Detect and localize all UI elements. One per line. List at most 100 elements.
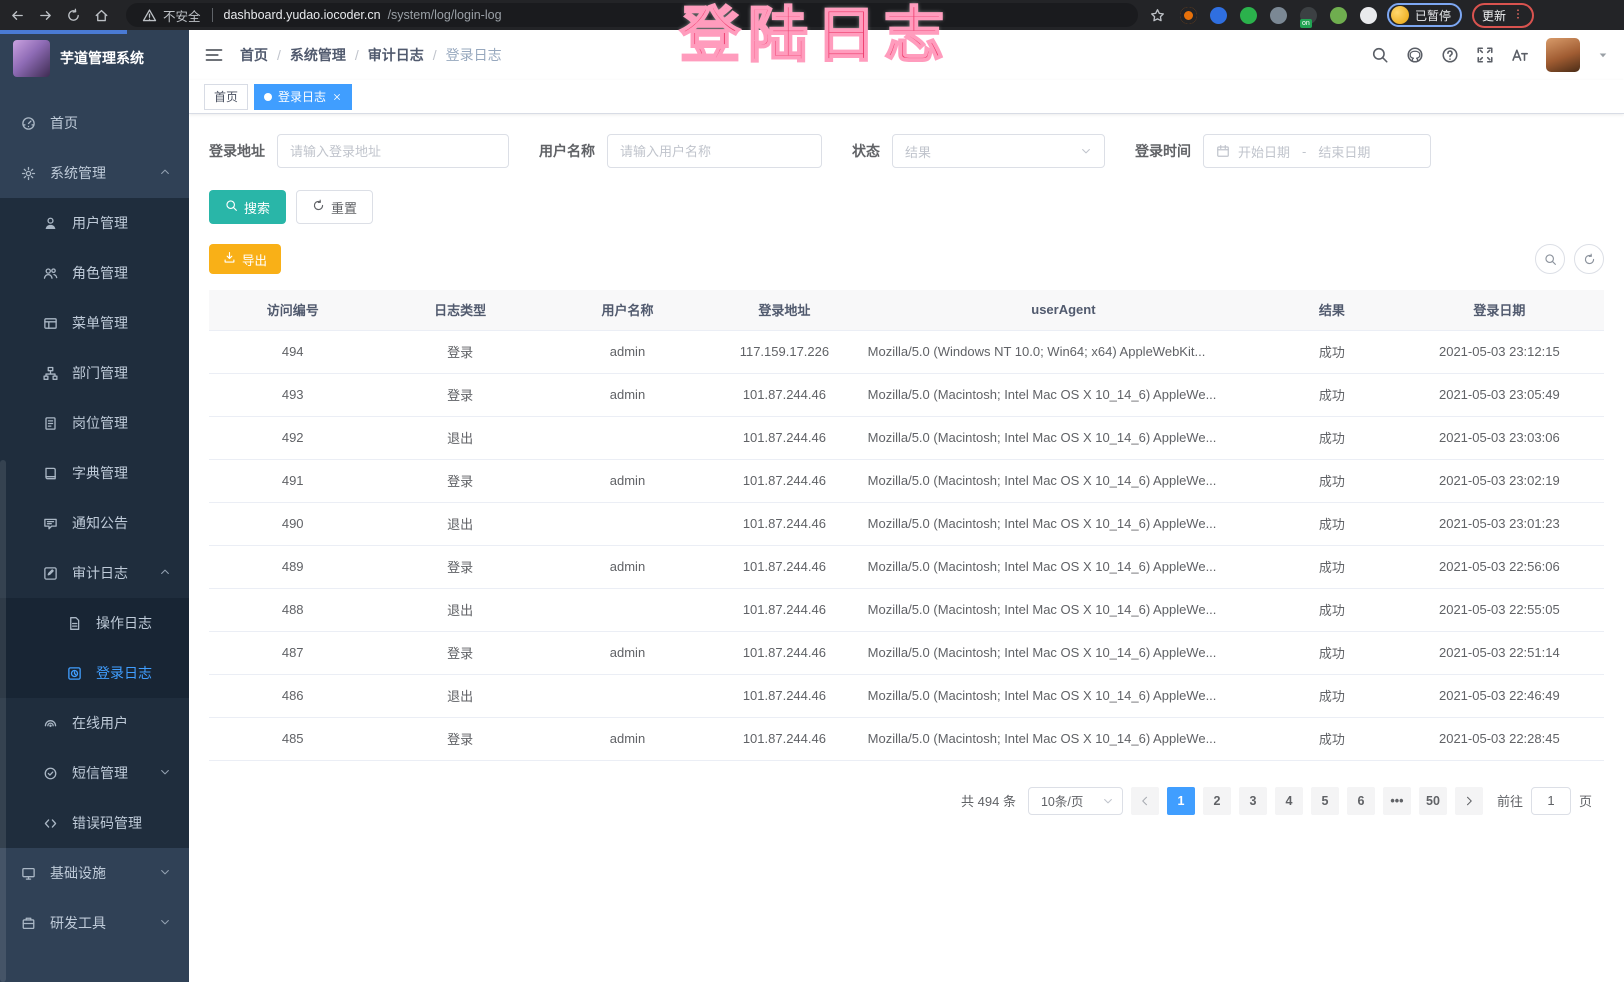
cell-登录日期: 2021-05-03 22:55:05: [1394, 588, 1604, 632]
cell-访问编号: 488: [209, 588, 377, 632]
browser-profile-pill[interactable]: 已暂停: [1387, 3, 1463, 27]
sidebar-item-部门管理[interactable]: 部门管理: [0, 348, 189, 398]
cell-访问编号: 493: [209, 373, 377, 417]
cell-userAgent: Mozilla/5.0 (Macintosh; Intel Mac OS X 1…: [857, 416, 1270, 460]
prev-page-button[interactable]: [1130, 786, 1159, 815]
sidebar-item-审计日志[interactable]: 审计日志: [0, 548, 189, 598]
site-security-label[interactable]: 不安全: [140, 6, 201, 25]
pager-ellipsis[interactable]: •••: [1382, 786, 1411, 815]
username-input[interactable]: [607, 134, 822, 168]
avatar-caret-icon[interactable]: [1597, 49, 1609, 61]
cell-日志类型: 登录: [376, 717, 544, 761]
gear-icon: [20, 166, 36, 181]
page-button-3[interactable]: 3: [1238, 786, 1267, 815]
browser-forward-button[interactable]: [36, 6, 54, 24]
github-icon[interactable]: [1406, 46, 1424, 64]
extension-grid-icon[interactable]: [1270, 6, 1287, 24]
extension-orange-ring-icon[interactable]: [1180, 6, 1197, 24]
login-address-input[interactable]: [277, 134, 509, 168]
sidebar-item-字典管理[interactable]: 字典管理: [0, 448, 189, 498]
page-button-4[interactable]: 4: [1274, 786, 1303, 815]
cell-访问编号: 492: [209, 416, 377, 460]
export-button[interactable]: 导出: [209, 244, 282, 274]
reset-button[interactable]: 重置: [296, 190, 374, 224]
sidebar-item-label: 系统管理: [50, 165, 106, 181]
sidebar-item-操作日志[interactable]: 操作日志: [0, 598, 189, 648]
breadcrumb-item-首页[interactable]: 首页: [240, 47, 268, 63]
sidebar-item-label: 研发工具: [50, 915, 106, 931]
status-select[interactable]: 结果: [892, 134, 1105, 168]
cell-结果: 成功: [1269, 631, 1395, 675]
sidebar-item-用户管理[interactable]: 用户管理: [0, 198, 189, 248]
refresh-table-button[interactable]: [1574, 244, 1604, 274]
cell-登录地址: 101.87.244.46: [711, 502, 858, 546]
sidebar-item-首页[interactable]: 首页: [0, 98, 189, 148]
header-search-icon[interactable]: [1371, 46, 1389, 64]
search-button[interactable]: 搜索: [209, 190, 287, 224]
login-time-range-picker[interactable]: 开始日期 - 结束日期: [1203, 134, 1431, 168]
cell-访问编号: 486: [209, 674, 377, 718]
page-size-select[interactable]: 10条/页: [1027, 786, 1123, 815]
sidebar-item-角色管理[interactable]: 角色管理: [0, 248, 189, 298]
extension-puzzle-icon[interactable]: [1360, 6, 1377, 24]
chevron-down-icon: [1102, 795, 1114, 807]
extension-green-circle-icon[interactable]: [1240, 6, 1257, 24]
sidebar-item-登录日志[interactable]: 登录日志: [0, 648, 189, 698]
next-page-button[interactable]: [1454, 786, 1483, 815]
cell-userAgent: Mozilla/5.0 (Macintosh; Intel Mac OS X 1…: [857, 502, 1270, 546]
chevron-down-icon: [159, 765, 171, 781]
cell-登录日期: 2021-05-03 22:28:45: [1394, 717, 1604, 761]
font-size-icon[interactable]: [1511, 46, 1529, 64]
address-bar[interactable]: 不安全 dashboard.yudao.iocoder.cn/system/lo…: [126, 3, 1138, 27]
sidebar-item-label: 菜单管理: [72, 315, 128, 331]
sidebar-item-岗位管理[interactable]: 岗位管理: [0, 398, 189, 448]
goto-page-input[interactable]: [1530, 786, 1571, 815]
sidebar-item-系统管理[interactable]: 系统管理: [0, 148, 189, 198]
dashboard-icon: [20, 116, 36, 131]
page-button-2[interactable]: 2: [1202, 786, 1231, 815]
tag-首页[interactable]: 首页: [204, 83, 249, 110]
page-button-6[interactable]: 6: [1346, 786, 1375, 815]
page-button-1[interactable]: 1: [1166, 786, 1195, 815]
sidebar-logo-row[interactable]: 芋道管理系统: [0, 30, 189, 86]
extension-blue-gem-icon[interactable]: [1210, 6, 1227, 24]
sidebar-item-错误码管理[interactable]: 错误码管理: [0, 798, 189, 848]
sidebar-item-在线用户[interactable]: 在线用户: [0, 698, 189, 748]
browser-menu-icon[interactable]: [1512, 8, 1524, 23]
sidebar-item-研发工具[interactable]: 研发工具: [0, 898, 189, 948]
sidebar-item-菜单管理[interactable]: 菜单管理: [0, 298, 189, 348]
user-avatar[interactable]: [1546, 38, 1580, 72]
toggle-search-button[interactable]: [1535, 244, 1565, 274]
page-button-50[interactable]: 50: [1418, 786, 1447, 815]
browser-back-button[interactable]: [8, 6, 26, 24]
fullscreen-icon[interactable]: [1476, 46, 1494, 64]
cell-登录地址: 101.87.244.46: [711, 631, 858, 675]
cell-访问编号: 490: [209, 502, 377, 546]
cell-日志类型: 登录: [376, 373, 544, 417]
extension-list-icon[interactable]: on: [1300, 6, 1317, 28]
page-button-5[interactable]: 5: [1310, 786, 1339, 815]
login-time-label: 登录时间: [1135, 143, 1191, 159]
sidebar-item-label: 通知公告: [72, 515, 128, 531]
login-log-icon: [66, 666, 82, 681]
tag-登录日志[interactable]: 登录日志: [254, 83, 353, 110]
cell-用户名称: [543, 674, 712, 718]
extension-sprout-icon[interactable]: [1330, 6, 1347, 24]
app-logo: [13, 39, 50, 77]
bookmark-star-icon[interactable]: [1148, 6, 1166, 24]
table-row: 494 登录 admin 117.159.17.226 Mozilla/5.0 (Win…: [209, 330, 1604, 374]
cell-日志类型: 登录: [376, 545, 544, 589]
help-icon[interactable]: [1441, 46, 1459, 64]
browser-update-button[interactable]: 更新: [1472, 2, 1535, 28]
sidebar-item-短信管理[interactable]: 短信管理: [0, 748, 189, 798]
browser-reload-button[interactable]: [64, 6, 82, 24]
search-icon: [225, 199, 238, 215]
browser-home-button[interactable]: [92, 6, 110, 24]
sidebar-item-基础设施[interactable]: 基础设施: [0, 848, 189, 898]
tag-close-icon[interactable]: [332, 92, 342, 102]
breadcrumb-item-审计日志[interactable]: 审计日志: [367, 47, 424, 63]
sidebar-item-通知公告[interactable]: 通知公告: [0, 498, 189, 548]
breadcrumb-item-系统管理[interactable]: 系统管理: [289, 47, 346, 63]
hamburger-icon[interactable]: [204, 45, 224, 65]
